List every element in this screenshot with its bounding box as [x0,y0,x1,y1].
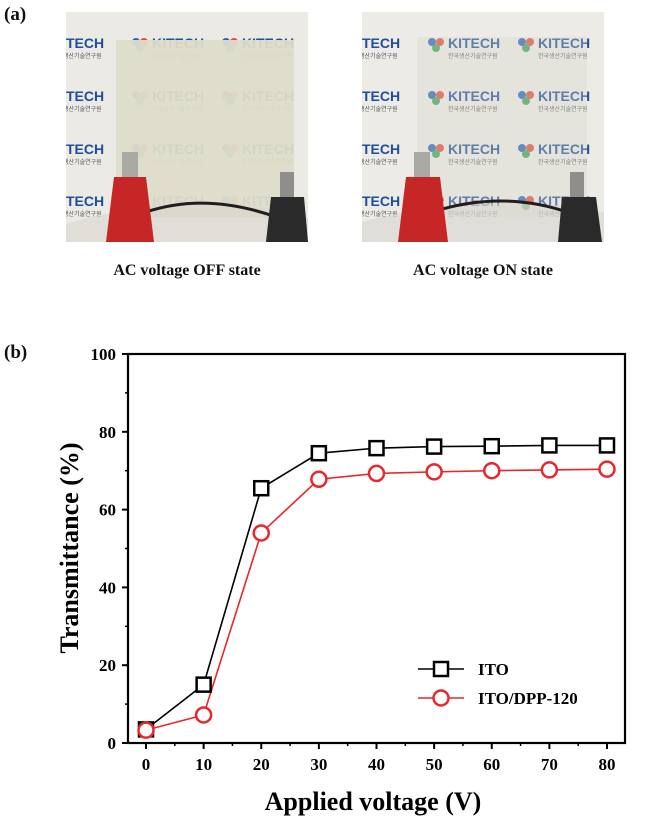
logo-subtext: 한국생산기술연구원 [362,52,398,60]
red-clip [398,152,448,242]
y-tick-label: 60 [99,501,116,520]
red-clip [106,152,154,242]
legend-label: ITO [478,660,509,679]
panel-b-label: (b) [4,342,28,363]
x-tick-label: 80 [599,755,616,774]
y-tick-label: 20 [99,656,116,675]
x-tick-label: 70 [541,755,558,774]
transmittance-chart: 0 10 20 30 40 50 60 70 80 0 20 40 60 80 100 ITO ITO/DPP… [55,345,627,816]
y-tick-label: 0 [108,734,117,753]
data-point-series-1 [252,524,270,542]
data-point-series-0 [598,437,616,454]
logo-subtext: 한국생산기술연구원 [538,105,588,113]
x-tick-label: 60 [483,755,500,774]
logo-subtext: 한국생산기술연구원 [538,158,588,166]
logo-word: KITECH [362,193,400,209]
panel-a-label: (a) [4,4,27,25]
logo-word: KITECH [538,35,590,51]
caption-on-state: AC voltage ON state [413,262,553,279]
logo-subtext: 한국생산기술연구원 [538,52,588,60]
data-point-series-0 [253,479,270,497]
data-point-series-1 [483,461,501,480]
data-point-series-0 [310,444,328,462]
legend-label: ITO/DPP-120 [478,689,578,708]
logo-word: KITECH [362,35,400,51]
logo-subtext: 한국생산기술연구원 [448,105,498,113]
photo-off-illustration: KITECH한국생산기술연구원KITECH한국생산기술연구원KITECH한국생산… [66,12,308,242]
photo-on-illustration: KITECH한국생산기술연구원KITECH한국생산기술연구원KITECH한국생산… [362,12,604,242]
data-point-series-0 [368,439,385,457]
logo-subtext: 한국생산기술연구원 [66,105,102,113]
logo-word: KITECH [538,141,590,157]
logo-word: KITECH [538,88,590,104]
logo-word: KITECH [448,35,500,51]
x-axis-label: Applied voltage (V) [265,787,482,816]
data-point-series-1 [540,461,559,479]
x-tick-label: 10 [195,755,212,774]
logo-subtext: 한국생산기술연구원 [448,158,498,166]
y-tick-label: 40 [99,578,116,597]
x-tick-label: 40 [368,755,385,774]
legend-item-0: ITO [418,660,509,679]
data-point-series-1 [310,470,328,489]
y-tick-label: 80 [99,423,116,442]
logo-subtext: 한국생산기술연구원 [362,210,398,218]
series-line-0 [145,444,607,731]
logo-subtext: 한국생산기술연구원 [448,52,498,60]
data-point-series-1 [137,721,155,739]
film-sample [417,37,587,217]
data-point-series-1 [425,463,443,481]
legend-item-1: ITO/DPP-120 [418,689,578,708]
data-point-series-1 [367,464,386,483]
logo-subtext: 한국생산기술연구원 [362,105,398,113]
y-tick-label: 100 [91,345,117,364]
x-tick-label: 30 [310,755,327,774]
legend-marker [432,689,450,707]
legend-marker [432,660,450,678]
caption-off-state: AC voltage OFF state [113,262,261,279]
logo-word: KITECH [66,193,104,209]
logo-word: KITECH [448,141,500,157]
data-point-series-0 [541,437,558,454]
data-point-series-1 [194,706,213,724]
x-tick-label: 0 [142,755,151,774]
logo-word: KITECH [66,35,104,51]
photo-on-state: KITECH한국생산기술연구원KITECH한국생산기술연구원KITECH한국생산… [362,12,604,242]
black-clip [266,172,308,242]
data-point-series-0 [425,438,443,455]
logo-subtext: 한국생산기술연구원 [66,52,102,60]
data-point-series-1 [598,460,616,478]
data-point-series-0 [483,437,500,455]
data-point-series-0 [195,676,212,693]
x-tick-label: 20 [253,755,270,774]
logo-subtext: 한국생산기술연구원 [362,158,398,166]
logo-word: KITECH [66,141,104,157]
logo-word: KITECH [362,141,400,157]
photo-off-state: KITECH한국생산기술연구원KITECH한국생산기술연구원KITECH한국생산… [66,12,308,242]
black-clip [558,172,602,242]
logo-subtext: 한국생산기술연구원 [66,158,102,166]
logo-word: KITECH [66,88,104,104]
y-axis-label: Transmittance (%) [55,442,84,653]
x-tick-label: 50 [426,755,443,774]
logo-word: KITECH [448,88,500,104]
logo-subtext: 한국생산기술연구원 [66,210,102,218]
logo-word: KITECH [362,88,400,104]
